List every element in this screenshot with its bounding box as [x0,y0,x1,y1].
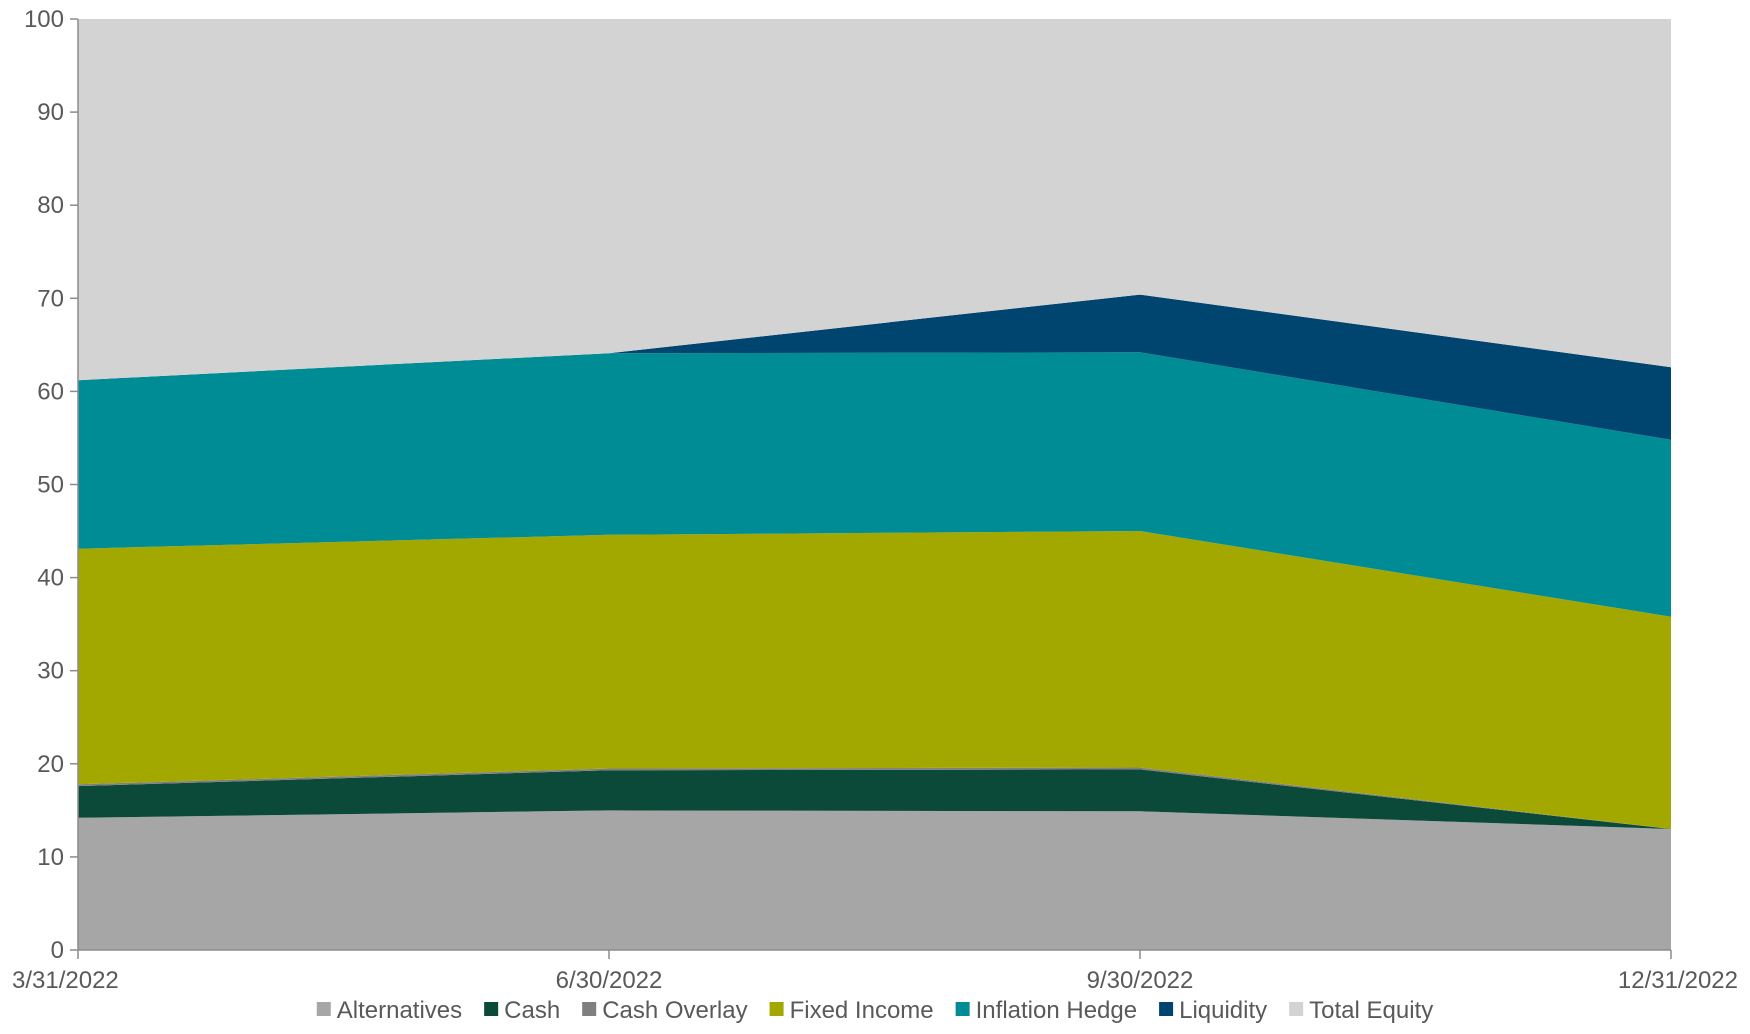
y-tick-label: 30 [37,658,64,685]
y-axis-tick-labels: 0 10 20 30 40 50 60 70 80 90 100 [24,6,64,964]
legend-label-alternatives: Alternatives [337,997,462,1024]
y-tick-label: 10 [37,844,64,871]
legend-swatch-cash-overlay [582,1002,597,1016]
y-tick-label: 40 [37,565,64,592]
y-tick-label: 50 [37,472,64,499]
x-tick-label: 9/30/2022 [1087,967,1194,994]
y-tick-label: 80 [37,192,64,219]
y-tick-label: 60 [37,378,64,405]
x-tick-label: 12/31/2022 [1618,967,1738,994]
area-inflation-hedge [78,352,1671,617]
y-tick-label: 20 [37,751,64,778]
y-tick-label: 70 [37,285,64,312]
area-alternatives [78,810,1671,950]
y-tick-label: 0 [51,937,64,964]
legend-swatch-alternatives [316,1002,331,1016]
legend-label-liquidity: Liquidity [1179,997,1267,1024]
legend-label-cash-overlay: Cash Overlay [602,997,747,1024]
area-fixed-income [78,531,1671,829]
legend-label-total-equity: Total Equity [1309,997,1433,1024]
area-series-group [78,19,1671,950]
y-tick-label: 100 [24,6,64,33]
legend: Alternatives Cash Cash Overlay Fixed Income… [316,997,1433,1024]
y-tick-label: 90 [37,99,64,126]
x-tick-label: 3/31/2022 [12,967,119,994]
legend-swatch-inflation-hedge [955,1002,970,1016]
legend-swatch-total-equity [1289,1002,1304,1016]
x-axis-tick-labels: 3/31/2022 6/30/2022 9/30/2022 12/31/2022 [12,967,1738,994]
axes-group [70,18,1672,959]
x-tick-label: 6/30/2022 [556,967,663,994]
legend-label-cash: Cash [504,997,560,1024]
legend-swatch-cash [484,1002,499,1016]
area-total-equity [78,19,1671,381]
area-cash [78,769,1671,829]
area-liquidity [78,294,1671,440]
legend-label-inflation-hedge: Inflation Hedge [976,997,1137,1024]
legend-swatch-liquidity [1159,1002,1174,1016]
legend-swatch-fixed-income [769,1002,784,1016]
legend-label-fixed-income: Fixed Income [790,997,934,1024]
